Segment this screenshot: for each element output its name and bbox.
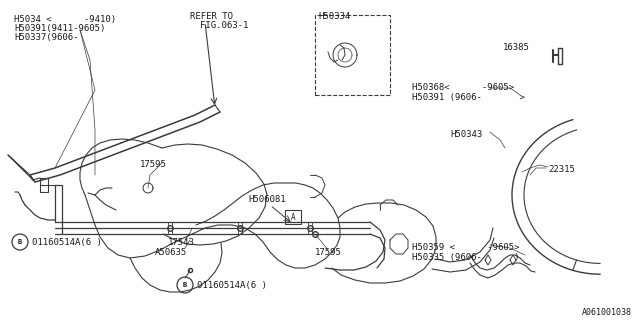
Text: H50334: H50334 [318,12,350,21]
Text: H50343: H50343 [450,130,483,139]
Text: FIG.063-1: FIG.063-1 [200,21,248,30]
Text: 17543: 17543 [168,238,195,247]
Bar [315,15,390,95]
Text: REFER TO: REFER TO [190,12,233,21]
Text: H50335 (9606-      ): H50335 (9606- ) [412,253,520,262]
Text: H50391 (9606-       >: H50391 (9606- > [412,93,525,102]
Text: A: A [291,212,295,221]
Text: H50391(9411-9605): H50391(9411-9605) [14,24,106,33]
Text: 01160514A(6 ): 01160514A(6 ) [32,238,102,247]
Text: 22315: 22315 [548,165,575,174]
Text: H506081: H506081 [248,195,285,204]
Text: H5034 <      -9410): H5034 < -9410) [14,15,116,24]
Text: H50337(9606-: H50337(9606- [14,33,79,42]
Text: 17595: 17595 [315,248,342,257]
Text: 16385: 16385 [503,43,530,52]
Text: A061001038: A061001038 [582,308,632,317]
Text: H50368<      -9605>: H50368< -9605> [412,83,514,92]
Bar [285,210,301,224]
Text: B: B [18,239,22,245]
Text: 17595: 17595 [140,160,167,169]
Text: A50635: A50635 [155,248,188,257]
Text: H50359 <      -9605>: H50359 < -9605> [412,243,520,252]
Text: 01160514A(6 ): 01160514A(6 ) [197,281,267,290]
Text: B: B [183,282,187,288]
